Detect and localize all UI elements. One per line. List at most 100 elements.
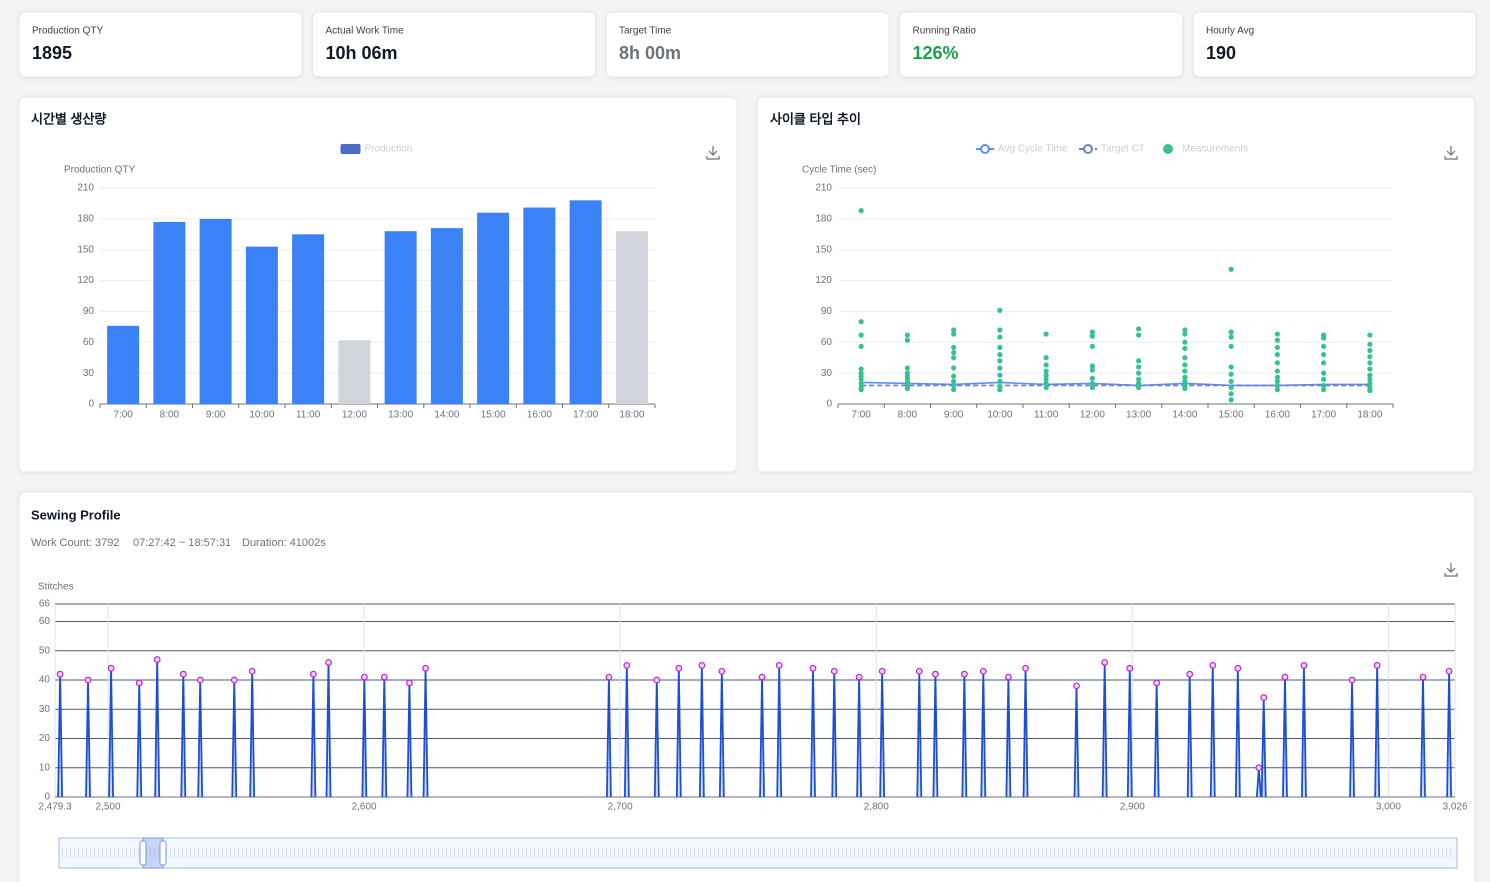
measurement-point [1321, 352, 1327, 358]
y-tick-label: 90 [821, 306, 833, 317]
measurement-point [1321, 370, 1327, 376]
measurement-point [1228, 397, 1234, 403]
y-tick-label: 180 [815, 213, 832, 224]
measurement-point [1182, 331, 1188, 337]
peak-marker [179, 670, 187, 678]
x-tick-label: 7:00 [851, 410, 871, 421]
measurement-point [1274, 387, 1280, 393]
bar [384, 231, 417, 404]
peak-marker [1255, 764, 1263, 772]
kpi-label: Production QTY [32, 26, 103, 37]
kpi-label: Hourly Avg [1206, 26, 1254, 37]
chart-title: 사이클 타입 추이 [770, 111, 861, 126]
peak-marker [979, 667, 987, 675]
measurement-point [1274, 331, 1280, 337]
measurement-point [858, 376, 864, 382]
measurement-point [997, 334, 1003, 340]
measurement-point [1274, 368, 1280, 374]
measurement-point [1367, 360, 1373, 366]
measurement-point [951, 331, 957, 337]
measurement-point [1182, 355, 1188, 361]
measurement-point [1367, 341, 1373, 347]
peak-marker [1373, 662, 1381, 669]
kpi-card [899, 11, 1183, 78]
x-tick-label: 2,500 [95, 802, 120, 813]
kpi-label: Running Ratio [913, 26, 977, 37]
peak-marker [309, 670, 317, 678]
legend-label: Target CT [1101, 144, 1145, 155]
measurement-point [1182, 374, 1188, 380]
measurement-point [1321, 335, 1327, 341]
download-icon[interactable] [1444, 146, 1458, 160]
download-icon[interactable] [706, 146, 720, 160]
bar [153, 221, 186, 404]
measurement-point [1321, 343, 1327, 349]
measurement-point [1182, 385, 1188, 392]
measurement-point [951, 387, 957, 393]
download-icon[interactable] [1444, 563, 1458, 577]
measurement-point [858, 332, 864, 338]
peak-marker [406, 679, 413, 687]
x-tick-label: 2,700 [608, 802, 633, 813]
measurement-point [1136, 358, 1142, 364]
peak-marker [56, 670, 64, 678]
bar [523, 207, 556, 404]
y-tick-label: 60 [83, 337, 95, 348]
peak-marker [1209, 662, 1217, 669]
legend-icon [980, 144, 990, 154]
kpi-value: 8h 00m [619, 43, 681, 63]
peak-marker [915, 667, 923, 675]
measurement-point [904, 385, 910, 392]
peak-marker [196, 676, 204, 684]
x-tick-label: 2,900 [1120, 802, 1145, 813]
peak-marker [1419, 673, 1427, 681]
peak-marker [932, 670, 939, 678]
x-tick-label: 3,000 [1376, 802, 1401, 813]
measurement-point [1228, 391, 1234, 397]
measurement-point [1228, 371, 1234, 377]
x-tick-label: 10:00 [249, 410, 274, 421]
measurement-point [1043, 384, 1049, 391]
measurement-point [951, 373, 957, 379]
x-tick-label: 9:00 [944, 410, 964, 421]
peak-marker [1281, 673, 1289, 681]
zoom-slider[interactable] [58, 837, 1458, 869]
measurement-point [1089, 333, 1095, 339]
measurement-point [1228, 364, 1234, 370]
x-tick-label: 15:00 [481, 410, 506, 421]
peak-marker [1260, 694, 1268, 701]
measurement-point [1136, 380, 1142, 387]
chart-title: 시간별 생산량 [31, 111, 106, 126]
measurement-point [1043, 355, 1049, 361]
x-tick-label: 11:00 [296, 410, 321, 421]
peak-marker [1101, 659, 1109, 666]
measurement-point [951, 365, 957, 371]
legend-icon [1163, 144, 1173, 154]
x-tick-label: 17:00 [573, 410, 598, 421]
measurement-point [1274, 378, 1280, 384]
x-tick-label: 7:00 [113, 410, 133, 421]
y-tick-label: 210 [815, 183, 832, 194]
card [756, 96, 1476, 473]
y-tick-label: 60 [39, 616, 51, 627]
x-tick-label: 13:00 [388, 410, 413, 421]
measurement-point [1321, 382, 1327, 389]
peak-marker [1153, 679, 1161, 687]
peak-marker [775, 662, 783, 669]
y-tick-label: 90 [83, 306, 95, 317]
measurement-point [997, 327, 1003, 333]
measurement-point [1043, 362, 1049, 368]
x-tick-label: 2,479.3 [38, 802, 72, 813]
measurement-point [997, 372, 1003, 378]
subtitle: 07:27:42 ~ 18:57:31 [133, 537, 231, 549]
x-tick-label: 12:00 [342, 410, 367, 421]
measurement-point [1228, 378, 1234, 384]
peak-marker [107, 664, 115, 672]
kpi-value: 1895 [32, 43, 72, 63]
measurement-point [1367, 376, 1373, 382]
kpi-card [1192, 11, 1477, 78]
bar [338, 340, 371, 404]
peak-marker [380, 673, 388, 681]
peak-marker [1300, 662, 1308, 669]
